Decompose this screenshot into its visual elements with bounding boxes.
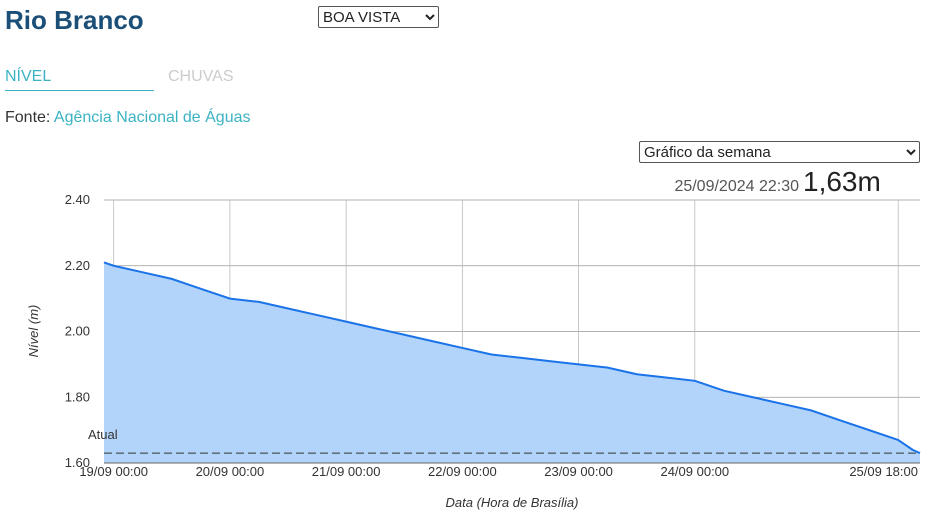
x-tick-label: 25/09 18:00	[849, 464, 918, 479]
y-tick-label: 1.60	[65, 455, 90, 470]
y-tick-label: 2.40	[65, 192, 90, 207]
y-axis-title: Nível (m)	[26, 305, 41, 358]
period-select[interactable]: Gráfico da semana	[639, 141, 920, 163]
x-tick-label: 19/09 00:00	[79, 464, 148, 479]
latest-time: 25/09/2024 22:30	[674, 178, 799, 195]
source: Fonte: Agência Nacional de Águas	[5, 109, 251, 127]
reference-label: Atual	[88, 427, 118, 442]
area	[104, 262, 920, 463]
tab-nivel[interactable]: NÍVEL	[5, 68, 154, 91]
title: Rio Branco	[5, 5, 144, 35]
y-tick-label: 2.00	[65, 324, 90, 339]
x-tick-label: 23/09 00:00	[544, 464, 613, 479]
y-tick-label: 1.80	[65, 389, 90, 404]
line	[103, 261, 921, 455]
y-tick-label: 2.20	[65, 258, 90, 273]
tab-chuvas[interactable]: CHUVAS	[168, 68, 234, 85]
x-tick-label: 21/09 00:00	[312, 464, 381, 479]
x-tick-label: 24/09 00:00	[660, 464, 729, 479]
source-label: Fonte:	[5, 109, 51, 126]
x-axis-title: Data (Hora de Brasília)	[446, 495, 579, 510]
source-link[interactable]: Agência Nacional de Águas	[53, 109, 251, 126]
x-tick-label: 20/09 00:00	[196, 464, 265, 479]
x-tick-label: 22/09 00:00	[428, 464, 497, 479]
station-select[interactable]: BOA VISTA	[318, 6, 439, 28]
latest-value: 1,63m	[803, 166, 881, 197]
